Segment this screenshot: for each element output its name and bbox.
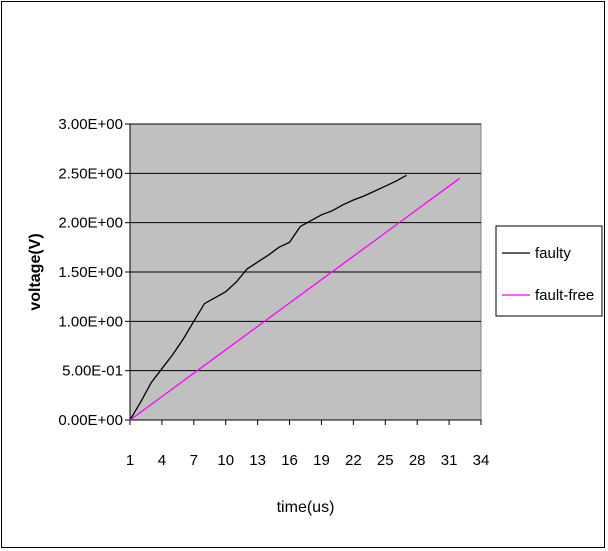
series-line-fault-free [129, 177, 461, 421]
x-axis-title: time(us) [277, 499, 335, 516]
legend: faulty fault-free [495, 225, 603, 317]
x-tick-label: 25 [377, 452, 394, 469]
y-tick-label: 0.00E+00 [58, 412, 123, 429]
x-tick-label: 10 [217, 452, 234, 469]
x-tick-label: 13 [249, 452, 266, 469]
x-tick-label: 22 [345, 452, 362, 469]
y-axis-title: voltage(V) [27, 233, 44, 310]
legend-box [495, 225, 603, 317]
series-line-faulty [129, 174, 407, 421]
x-tick-label: 28 [409, 452, 426, 469]
x-tick-label: 16 [281, 452, 298, 469]
y-tick-label: 5.00E-01 [62, 363, 123, 380]
x-tick-label: 31 [441, 452, 458, 469]
y-tick-label: 3.00E+00 [58, 116, 123, 133]
y-tick-label: 2.00E+00 [58, 215, 123, 232]
legend-label-faulty: faulty [535, 245, 571, 262]
x-tick-labels: 1 4 7 10 13 16 19 22 25 28 31 34 [126, 420, 490, 469]
x-tick-label: 1 [126, 452, 134, 469]
y-tick-label: 1.50E+00 [58, 264, 123, 281]
series-lines [129, 174, 461, 421]
gridlines [130, 123, 481, 421]
x-tick-label: 19 [313, 452, 330, 469]
y-tick-label: 2.50E+00 [58, 165, 123, 182]
legend-label-fault-free: fault-free [535, 287, 594, 304]
x-tick-label: 7 [190, 452, 198, 469]
x-tick-label: 4 [158, 452, 166, 469]
y-tick-labels: 0.00E+00 5.00E-01 1.00E+00 1.50E+00 2.00E+00… [58, 116, 130, 429]
y-tick-label: 1.00E+00 [58, 313, 123, 330]
x-tick-label: 34 [473, 452, 490, 469]
